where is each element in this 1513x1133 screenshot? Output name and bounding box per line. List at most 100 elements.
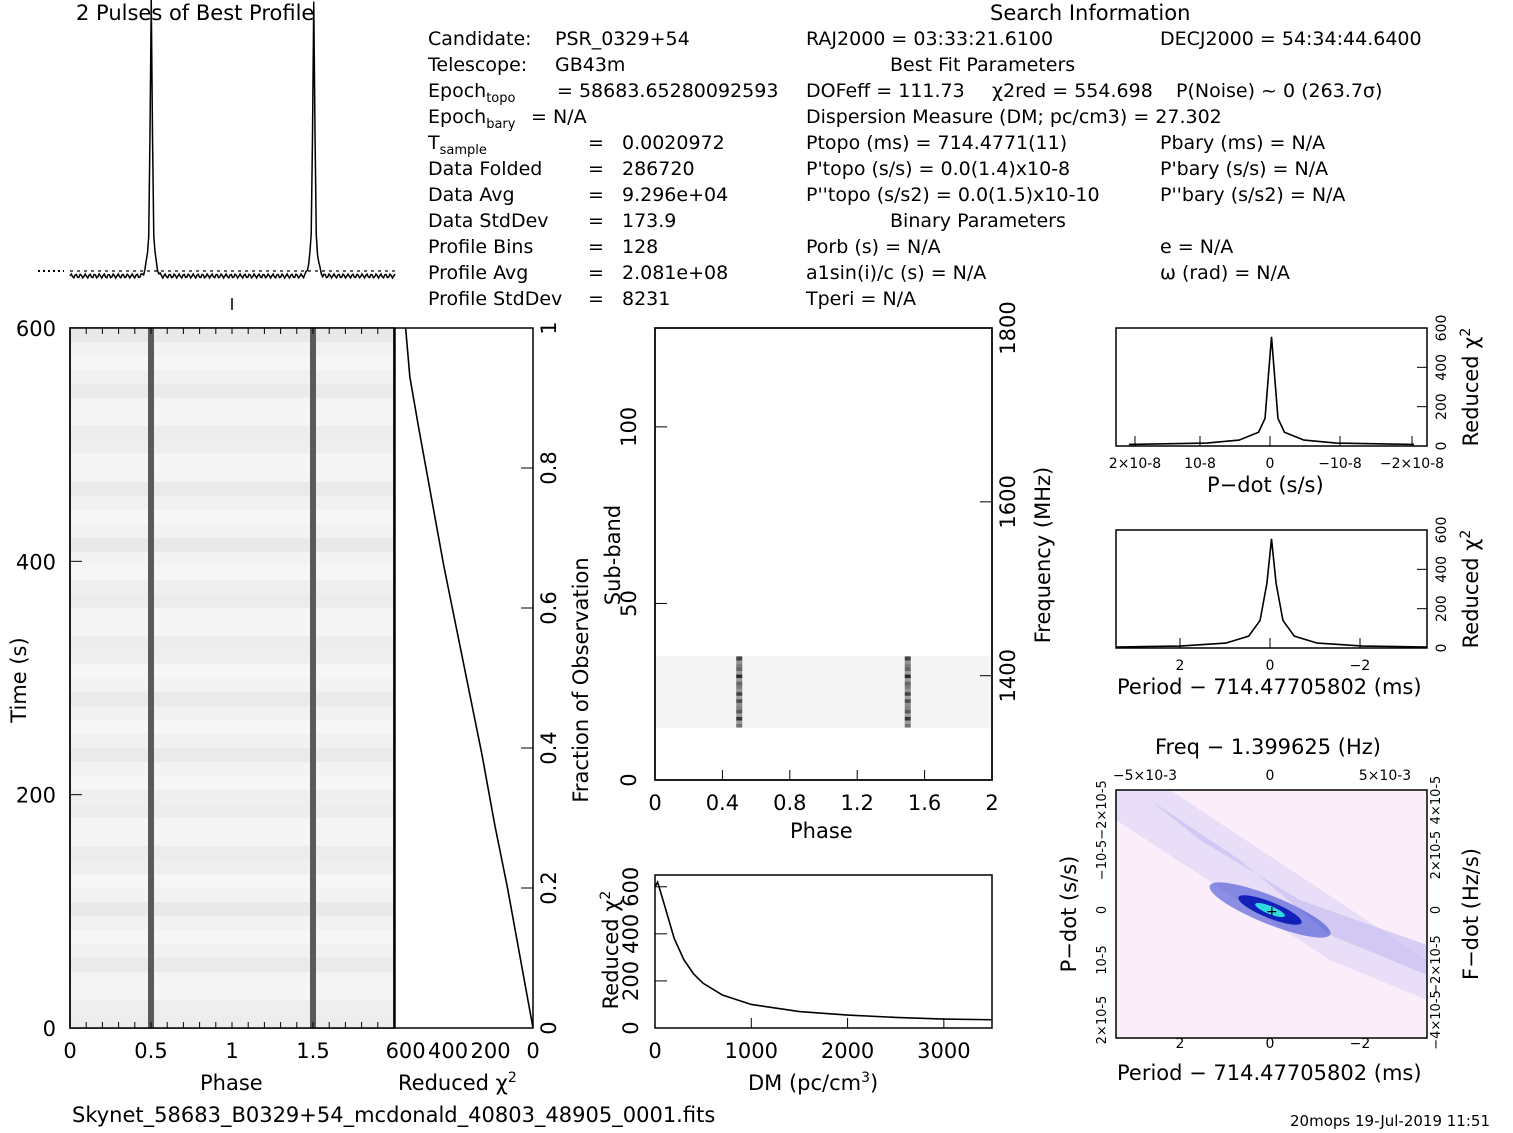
time-row (71, 748, 393, 762)
subband-border (654, 327, 993, 781)
tick-label: 400 (619, 914, 643, 954)
subband-pulse (736, 712, 743, 717)
tick-label: 1 (225, 1039, 238, 1063)
tick-label: 1600 (996, 475, 1020, 528)
tick-label: 200 (470, 1039, 510, 1063)
time-row (71, 874, 393, 888)
tick-label: 0 (1095, 906, 1110, 914)
footer-filename: Skynet_58683_B0329+54_mcdonald_40803_489… (72, 1103, 716, 1127)
info-value: GB43m (555, 54, 626, 76)
subband-pulse (904, 719, 911, 724)
time-row (71, 832, 393, 846)
subband-pulse (904, 702, 911, 707)
equals-sign: = (588, 184, 604, 206)
period-chi2-plot: 0 200 400 600 2 0 −2 (1115, 517, 1450, 674)
time-row (71, 636, 393, 650)
subband-signal-band (656, 656, 991, 728)
ppdot-ylabel: P−dot (s/s) (1057, 856, 1081, 973)
time-row (71, 370, 393, 384)
time-row (71, 762, 393, 776)
tick-label: 2×10-5 (1429, 831, 1444, 880)
subband-pulse (736, 667, 743, 672)
info-value: = N/A (531, 106, 587, 128)
tick-label: 4×10-5 (1429, 776, 1444, 825)
sb-xlabel: Phase (790, 819, 853, 843)
tick-label: 50 (617, 590, 641, 617)
binary-title: Binary Parameters (890, 210, 1066, 232)
period-pdot-plot: + 2 0 −2−5×10-3 0 5×10-32×10-510-50−10-5−2×1… (1095, 768, 1444, 1052)
time-row (71, 818, 393, 832)
time-row (71, 342, 393, 356)
tperi-value: Tperi = N/A (806, 288, 917, 310)
ppdot-valley (1116, 790, 1427, 1000)
dm-value: Dispersion Measure (DM; pc/cm3) = 27.302 (806, 106, 1222, 128)
subband-pulse (904, 705, 911, 710)
pddot-bary-value: P''bary (s/s2) = N/A (1160, 184, 1346, 206)
info-value: 9.296e+04 (622, 184, 729, 206)
subband-pulse (736, 663, 743, 668)
info-value: 8231 (622, 288, 671, 310)
subband-pulse (904, 663, 911, 668)
tick-label: 1.2 (840, 791, 873, 815)
ptopo-value: Ptopo (ms) = 714.4771(11) (806, 132, 1068, 154)
subband-rows (736, 656, 911, 728)
tick-label: 600 (1434, 517, 1450, 544)
tick-label: 0 (617, 773, 641, 786)
chi2-time-frame (394, 327, 534, 1029)
info-value: 2.081e+08 (622, 262, 729, 284)
pddot-topo-value: P''topo (s/s2) = 0.0(1.5)x10-10 (806, 184, 1100, 206)
chi-xlabel: Reduced χ2 (398, 1070, 517, 1095)
time-row (71, 524, 393, 538)
ppdot-frame (1115, 789, 1428, 1039)
time-row (71, 972, 393, 986)
tick-label: 2 (985, 791, 998, 815)
time-row (71, 944, 393, 958)
time-row (71, 706, 393, 720)
pdot-bary-value: P'bary (s/s) = N/A (1160, 158, 1329, 180)
dm-xlabel: DM (pc/cm3) (748, 1070, 878, 1095)
footer-stamp: 20mops 19-Jul-2019 11:51 (1290, 1112, 1490, 1130)
time-row (71, 720, 393, 734)
pdot-topo-value: P'topo (s/s) = 0.0(1.4)x10-8 (806, 158, 1071, 180)
time-row (71, 692, 393, 706)
time-row (71, 510, 393, 524)
tick-label: 2×10-8 (1109, 456, 1161, 472)
time-row (71, 776, 393, 790)
subband-pulse (736, 659, 743, 664)
tick-label: −4×10-5 (1429, 990, 1444, 1050)
pdot-chi2-plot: 0 200 400 600 2×10-8 10-8 0 −10-8 −2×10-8 (1109, 315, 1450, 472)
tick-label: 0 (1434, 644, 1450, 653)
axis-labels: Phase Time (s) Reduced χ2 Fraction of Ob… (7, 328, 1483, 1095)
tick-label: 400 (428, 1039, 468, 1063)
info-label: Candidate: (428, 28, 532, 50)
search-info-title: Search Information (990, 1, 1191, 25)
period-ylabel: Reduced χ2 (1458, 530, 1483, 649)
subband-pulse (904, 674, 911, 679)
subband-pulse (904, 656, 911, 661)
pulse-stripe (148, 328, 154, 1028)
tick-label: 0 (1266, 768, 1275, 784)
omega-value: ω (rad) = N/A (1160, 262, 1290, 284)
info-label: Epochbary (428, 106, 516, 132)
tick-label: 200 (1434, 595, 1450, 622)
time-phase-rows (71, 328, 393, 1028)
ppdot-best-marker: + (1266, 904, 1278, 920)
period-xlabel: Period − 714.47705802 (ms) (1117, 675, 1422, 699)
tick-label: 1.6 (908, 791, 941, 815)
dm-frame (654, 874, 993, 1029)
pbary-value: Pbary (ms) = N/A (1160, 132, 1326, 154)
tick-label: 0 (619, 1021, 643, 1034)
pdot-frame (1115, 327, 1428, 447)
subband-pulse (736, 670, 743, 675)
tick-label: 200 (16, 784, 56, 808)
info-value: 286720 (622, 158, 695, 180)
sb-y2label: Frequency (MHz) (1031, 467, 1055, 643)
ppdot-peak (1255, 902, 1285, 918)
tick-label: 0.6 (537, 591, 561, 624)
subband-pulse (904, 659, 911, 664)
equals-sign: = (588, 132, 604, 154)
tick-label: 200 (1434, 393, 1450, 420)
info-value: = 58683.65280092593 (557, 80, 779, 102)
equals-sign: = (588, 288, 604, 310)
